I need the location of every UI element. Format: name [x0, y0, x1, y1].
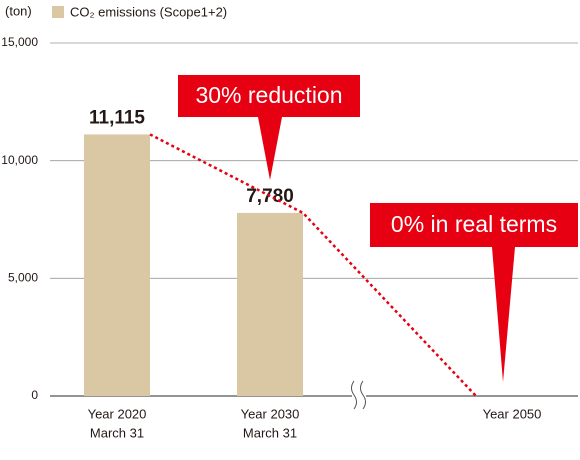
x-tick-label: Year 2020 [88, 406, 147, 421]
legend-swatch [52, 6, 64, 18]
y-axis-label: (ton) [5, 3, 32, 18]
bar [84, 134, 150, 396]
legend-label: CO₂ emissions (Scope1+2) [70, 4, 227, 19]
annotation: 0% in real terms [391, 211, 557, 237]
y-tick-label: 10,000 [1, 153, 38, 167]
callout [370, 203, 578, 382]
x-tick-label: Year 2050 [483, 406, 542, 421]
bar [237, 212, 303, 396]
y-tick-label: 5,000 [8, 271, 38, 285]
trend-line [149, 133, 477, 397]
value-label: 7,780 [246, 186, 294, 207]
callout [178, 75, 360, 180]
axis-break [351, 380, 366, 410]
x-tick-label: March 31 [90, 425, 144, 440]
y-tick-label: 15,000 [1, 35, 38, 49]
axis-break-gap [352, 380, 366, 412]
annotation: 30% reduction [195, 82, 342, 108]
value-label: 11,115 [89, 107, 145, 128]
x-tick-label: Year 2030 [241, 406, 300, 421]
x-tick-label: March 31 [243, 425, 297, 440]
y-tick-label: 0 [31, 388, 38, 402]
